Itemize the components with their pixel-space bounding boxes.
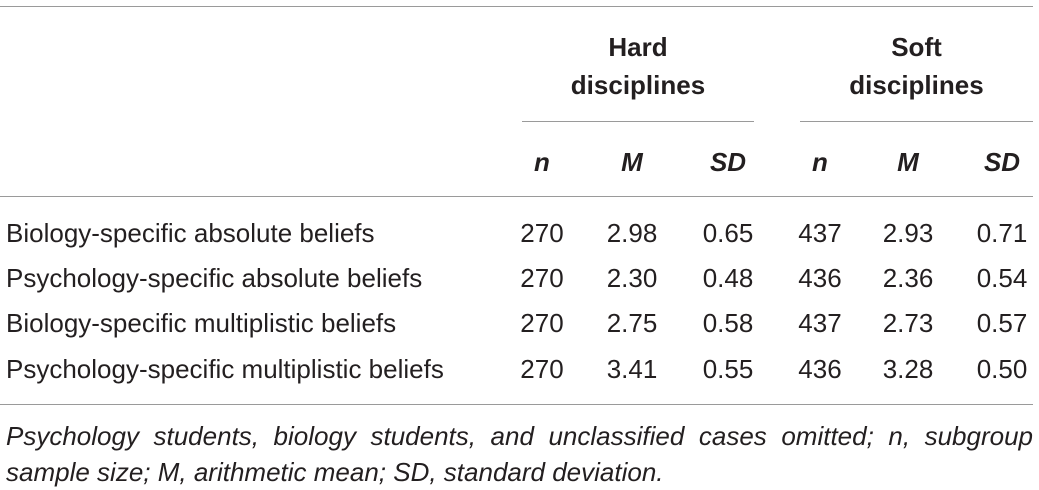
top-rule: [0, 6, 1033, 7]
cell-soft-sd: 0.50: [976, 354, 1028, 384]
cell-hard-n: 270: [520, 354, 564, 384]
cell-hard-n: 270: [520, 218, 564, 248]
cell-hard-m: 3.41: [606, 354, 658, 384]
header-bottom-rule: [0, 196, 1033, 197]
cell-soft-m: 2.36: [882, 263, 934, 293]
cell-soft-m: 2.73: [882, 308, 934, 338]
cell-soft-n: 437: [798, 218, 842, 248]
cell-soft-sd: 0.54: [976, 263, 1028, 293]
soft-header-line1: Soft: [891, 32, 942, 62]
cell-hard-n: 270: [520, 308, 564, 338]
cell-soft-n: 437: [798, 308, 842, 338]
cell-soft-n: 436: [798, 263, 842, 293]
soft-n-header: n: [812, 147, 828, 177]
cell-hard-m: 2.30: [606, 263, 658, 293]
table-bottom-rule: [0, 404, 1033, 405]
soft-m-header: M: [897, 147, 919, 177]
soft-sd-header: SD: [983, 147, 1021, 177]
cell-hard-sd: 0.65: [702, 218, 754, 248]
cell-soft-sd: 0.57: [976, 308, 1028, 338]
cell-hard-m: 2.98: [606, 218, 658, 248]
cell-soft-m: 2.93: [882, 218, 934, 248]
hard-n-header: n: [534, 147, 550, 177]
cell-hard-sd: 0.58: [702, 308, 754, 338]
table-footnote: Psychology students, biology students, a…: [6, 421, 1033, 487]
row-label: Psychology-specific absolute beliefs: [6, 263, 423, 293]
row-label: Biology-specific multiplistic beliefs: [6, 308, 397, 338]
cell-soft-sd: 0.71: [976, 218, 1028, 248]
hard-header-line1: Hard: [608, 32, 668, 62]
cell-soft-n: 436: [798, 354, 842, 384]
soft-disciplines-header: Soft disciplines: [800, 28, 1033, 104]
soft-group-underline: [800, 121, 1033, 122]
cell-soft-m: 3.28: [882, 354, 934, 384]
row-label: Psychology-specific multiplistic beliefs: [6, 354, 444, 384]
soft-header-line2: disciplines: [849, 70, 984, 100]
hard-sd-header: SD: [709, 147, 747, 177]
hard-header-line2: disciplines: [570, 70, 706, 100]
cell-hard-n: 270: [520, 263, 564, 293]
cell-hard-sd: 0.55: [702, 354, 754, 384]
cell-hard-m: 2.75: [606, 308, 658, 338]
hard-group-underline: [522, 121, 754, 122]
cell-hard-sd: 0.48: [702, 263, 754, 293]
hard-m-header: M: [621, 147, 643, 177]
row-label: Biology-specific absolute beliefs: [6, 218, 375, 248]
hard-disciplines-header: Hard disciplines: [522, 28, 754, 104]
